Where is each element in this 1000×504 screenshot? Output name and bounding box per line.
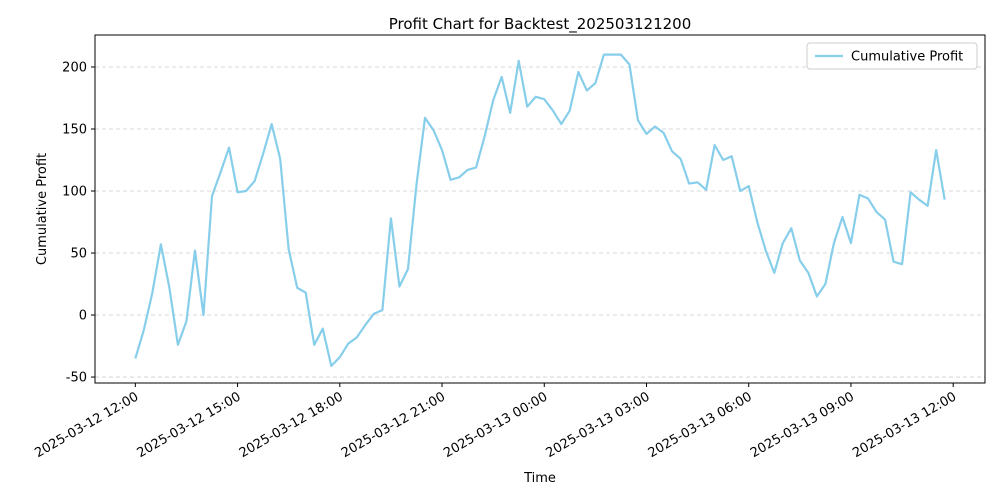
y-tick-label: 200 xyxy=(62,60,87,75)
y-tick-label: -50 xyxy=(66,371,87,386)
data-line xyxy=(134,53,946,367)
y-tick-label: 150 xyxy=(62,123,87,138)
y-tick-label: 50 xyxy=(70,247,87,262)
plot-frame xyxy=(94,34,986,384)
y-tick-label: 100 xyxy=(62,185,87,200)
x-axis-label: Time xyxy=(523,471,556,486)
y-tick-label: 0 xyxy=(79,309,87,324)
legend-label: Cumulative Profit xyxy=(851,50,963,65)
chart-title: Profit Chart for Backtest_202503121200 xyxy=(389,15,692,34)
y-axis-label: Cumulative Profit xyxy=(35,153,50,265)
legend-box xyxy=(806,42,978,70)
